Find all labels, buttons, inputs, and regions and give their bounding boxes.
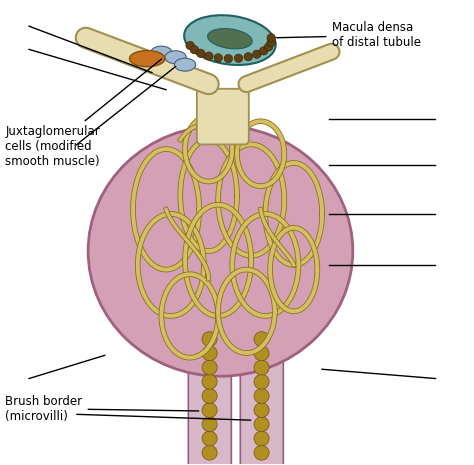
Ellipse shape bbox=[151, 46, 172, 59]
Circle shape bbox=[267, 33, 275, 42]
FancyBboxPatch shape bbox=[188, 321, 231, 465]
Circle shape bbox=[267, 38, 275, 46]
Circle shape bbox=[254, 332, 269, 346]
Ellipse shape bbox=[132, 52, 153, 65]
Ellipse shape bbox=[208, 28, 252, 49]
Circle shape bbox=[202, 374, 217, 389]
Circle shape bbox=[202, 417, 217, 432]
Circle shape bbox=[264, 43, 273, 51]
Ellipse shape bbox=[165, 51, 186, 64]
Circle shape bbox=[254, 445, 269, 460]
Circle shape bbox=[254, 346, 269, 361]
FancyBboxPatch shape bbox=[197, 89, 249, 145]
Circle shape bbox=[205, 52, 213, 60]
Text: Juxtaglomerular
cells (modified
smooth muscle): Juxtaglomerular cells (modified smooth m… bbox=[5, 59, 162, 168]
Circle shape bbox=[253, 50, 261, 59]
Circle shape bbox=[254, 431, 269, 446]
Circle shape bbox=[202, 388, 217, 403]
Circle shape bbox=[202, 346, 217, 361]
Circle shape bbox=[202, 332, 217, 346]
Circle shape bbox=[224, 54, 233, 63]
Ellipse shape bbox=[129, 51, 165, 67]
Ellipse shape bbox=[88, 126, 353, 376]
Circle shape bbox=[234, 54, 243, 62]
Circle shape bbox=[214, 54, 222, 62]
FancyBboxPatch shape bbox=[240, 321, 283, 465]
Circle shape bbox=[190, 46, 199, 54]
Circle shape bbox=[244, 53, 253, 61]
Text: Brush border
(microvilli): Brush border (microvilli) bbox=[5, 395, 199, 423]
Circle shape bbox=[202, 360, 217, 375]
Circle shape bbox=[260, 46, 268, 55]
Circle shape bbox=[254, 374, 269, 389]
Circle shape bbox=[186, 41, 194, 50]
Text: Macula densa
of distal tubule: Macula densa of distal tubule bbox=[277, 21, 420, 49]
Ellipse shape bbox=[184, 15, 276, 65]
Circle shape bbox=[254, 417, 269, 432]
Circle shape bbox=[202, 445, 217, 460]
Circle shape bbox=[196, 49, 205, 58]
Circle shape bbox=[254, 388, 269, 403]
Circle shape bbox=[202, 403, 217, 418]
Circle shape bbox=[254, 360, 269, 375]
Circle shape bbox=[254, 403, 269, 418]
Ellipse shape bbox=[174, 58, 196, 71]
Circle shape bbox=[202, 431, 217, 446]
